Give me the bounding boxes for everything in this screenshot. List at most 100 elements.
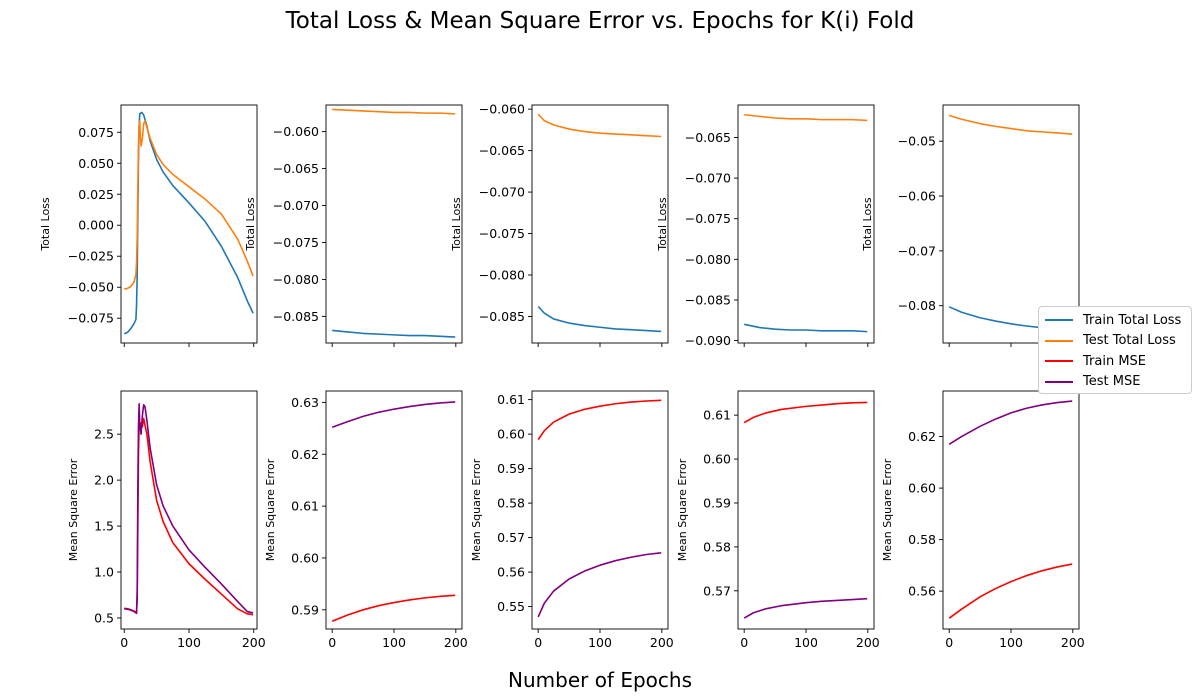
- y-tick-label: 1.0: [94, 565, 114, 580]
- y-tick-label: 0.57: [497, 530, 525, 545]
- series-line-test-total-loss: [332, 108, 456, 115]
- y-tick-label: 0.61: [703, 408, 731, 423]
- x-tick-label: 200: [856, 635, 880, 650]
- y-tick-label: −0.070: [685, 171, 731, 186]
- axes-frame: [942, 390, 1080, 630]
- series-line-test-total-loss: [948, 114, 1073, 135]
- y-tick-label: 0.58: [908, 532, 936, 547]
- y-axis-label: Mean Square Error: [67, 458, 80, 561]
- y-tick-label: −0.070: [479, 185, 525, 200]
- y-tick-label: 0.000: [78, 218, 114, 233]
- series-line-test-mse: [124, 403, 254, 614]
- x-tick-label: 0: [328, 635, 336, 650]
- series-line-train-mse: [537, 399, 662, 441]
- y-axis-label: Total Loss: [39, 197, 52, 252]
- y-tick-label: 0.60: [908, 481, 936, 496]
- y-tick-label: −0.05: [898, 134, 936, 149]
- y-tick-label: 0.61: [291, 499, 319, 514]
- y-tick-label: −0.080: [273, 272, 319, 287]
- x-tick-label: 200: [1061, 635, 1085, 650]
- axes-frame: [531, 104, 669, 344]
- y-axis-label: Total Loss: [244, 197, 257, 252]
- x-tick-label: 0: [120, 635, 128, 650]
- y-tick-label: −0.050: [68, 280, 114, 295]
- subplot-mse-fold-5: 0.56 0.58 0.60 0.62 0 100 200 Mean Square Error: [881, 390, 1085, 650]
- legend-swatch-train-total-loss: [1045, 319, 1073, 322]
- y-tick-label: −0.080: [479, 268, 525, 283]
- y-tick-label: 0.60: [497, 427, 525, 442]
- y-axis-label: Mean Square Error: [470, 458, 483, 561]
- y-tick-label: 0.59: [291, 602, 319, 617]
- axes-frame: [737, 104, 875, 344]
- series-line-train-total-loss: [332, 329, 456, 338]
- y-tick-label: 0.63: [291, 395, 319, 410]
- x-tick-label: 100: [794, 635, 818, 650]
- y-tick-label: −0.085: [685, 292, 731, 307]
- subplot-mse-fold-3: 0.55 0.56 0.57 0.58 0.59 0.60 0.61 0 100 200 Mean …: [470, 390, 674, 650]
- legend-item-train-mse: Train MSE: [1045, 351, 1185, 372]
- x-tick-label: 0: [945, 635, 953, 650]
- subplot-mse-fold-2: 0.59 0.60 0.61 0.62 0.63 0 100 200 Mean Square E…: [264, 390, 468, 650]
- y-tick-label: 0.025: [78, 187, 114, 202]
- y-tick-label: 0.57: [703, 583, 731, 598]
- subplot-loss-fold-3: −0.085 −0.080 −0.075 −0.070 −0.065 −0.060 Tota…: [450, 102, 669, 347]
- series-line-train-mse: [331, 594, 456, 622]
- subplot-loss-fold-2: −0.085 −0.080 −0.075 −0.070 −0.065 −0.060 Tota…: [244, 104, 463, 347]
- x-tick-label: 100: [588, 635, 612, 650]
- y-tick-label: −0.075: [68, 311, 114, 326]
- series-line-train-total-loss: [123, 111, 254, 335]
- y-tick-label: 1.5: [94, 519, 114, 534]
- series-line-test-mse: [537, 551, 662, 618]
- subplot-mse-fold-1: 0.5 1.0 1.5 2.0 2.5 0 100 200 Mean Square Error: [67, 390, 266, 650]
- y-tick-label: −0.065: [685, 130, 731, 145]
- axes-frame: [737, 390, 875, 630]
- legend-item-test-total-loss: Test Total Loss: [1045, 331, 1185, 352]
- x-tick-label: 100: [999, 635, 1023, 650]
- legend-label: Test Total Loss: [1083, 333, 1176, 349]
- y-axis-label: Total Loss: [861, 197, 874, 252]
- y-tick-label: −0.090: [685, 333, 731, 348]
- legend-item-test-mse: Test MSE: [1045, 372, 1185, 393]
- y-tick-label: −0.025: [68, 249, 114, 264]
- subplot-mse-fold-4: 0.57 0.58 0.59 0.60 0.61 0 100 200 Mean Square E…: [676, 390, 880, 650]
- series-line-test-total-loss: [124, 120, 254, 290]
- series-line-train-mse: [743, 401, 868, 424]
- axes-frame: [325, 390, 463, 630]
- y-tick-label: −0.080: [685, 252, 731, 267]
- y-tick-label: 0.55: [497, 599, 525, 614]
- y-axis-label: Mean Square Error: [676, 458, 689, 561]
- y-tick-label: 2.0: [94, 473, 114, 488]
- y-axis-label: Mean Square Error: [264, 458, 277, 561]
- x-tick-label: 200: [242, 635, 266, 650]
- x-tick-label: 0: [534, 635, 542, 650]
- series-line-train-mse: [124, 417, 254, 616]
- y-tick-label: 0.59: [703, 495, 731, 510]
- y-axis-label: Mean Square Error: [881, 458, 894, 561]
- series-line-test-mse: [331, 401, 456, 429]
- x-tick-label: 200: [650, 635, 674, 650]
- y-tick-label: 0.59: [497, 461, 525, 476]
- legend-swatch-train-mse: [1045, 360, 1073, 363]
- series-line-test-total-loss: [744, 113, 868, 122]
- y-tick-label: 0.5: [94, 610, 114, 625]
- y-tick-label: −0.065: [479, 143, 525, 158]
- series-line-test-mse: [948, 400, 1073, 445]
- legend-label: Train Total Loss: [1083, 312, 1182, 328]
- y-tick-label: −0.085: [479, 309, 525, 324]
- legend-label: Test MSE: [1083, 374, 1141, 390]
- y-tick-label: −0.07: [898, 243, 936, 258]
- y-tick-label: −0.085: [273, 309, 319, 324]
- y-tick-label: 0.60: [703, 452, 731, 467]
- series-line-train-total-loss: [744, 323, 868, 333]
- legend-label: Train MSE: [1083, 353, 1147, 369]
- y-tick-label: −0.060: [479, 102, 525, 117]
- x-tick-label: 100: [382, 635, 406, 650]
- y-tick-label: −0.060: [273, 124, 319, 139]
- y-tick-label: 0.56: [497, 565, 525, 580]
- y-tick-label: 0.050: [78, 156, 114, 171]
- legend-swatch-test-total-loss: [1045, 339, 1073, 342]
- y-tick-label: −0.075: [685, 211, 731, 226]
- y-tick-label: 0.62: [908, 429, 936, 444]
- legend-item-train-total-loss: Train Total Loss: [1045, 310, 1185, 331]
